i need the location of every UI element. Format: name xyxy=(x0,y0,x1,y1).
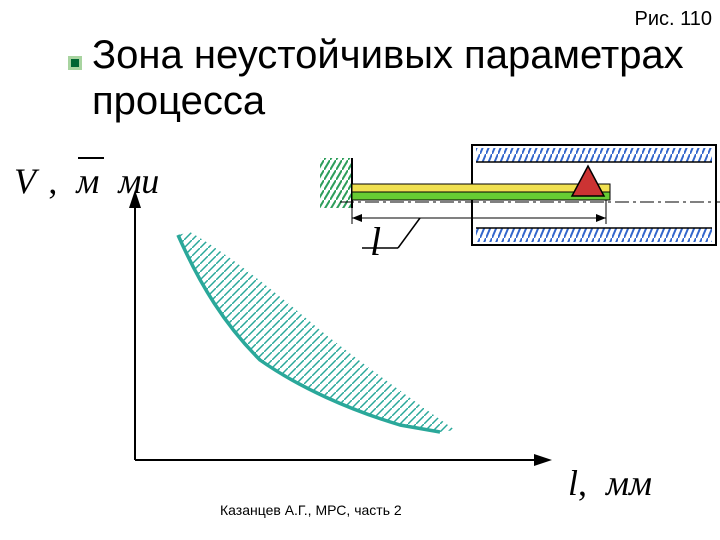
cutter-triangle xyxy=(572,166,604,196)
x-axis-label: l, мм xyxy=(568,462,652,504)
top-hatch xyxy=(476,148,712,162)
tool-bar-top xyxy=(352,184,610,192)
chart-area xyxy=(0,0,720,540)
bottom-hatch xyxy=(476,228,712,242)
footer-text: Казанцев А.Г., МРС, часть 2 xyxy=(220,502,402,518)
instability-zone xyxy=(178,232,455,432)
wall-hatch xyxy=(320,158,352,208)
l-dimension-label: l xyxy=(370,218,381,265)
